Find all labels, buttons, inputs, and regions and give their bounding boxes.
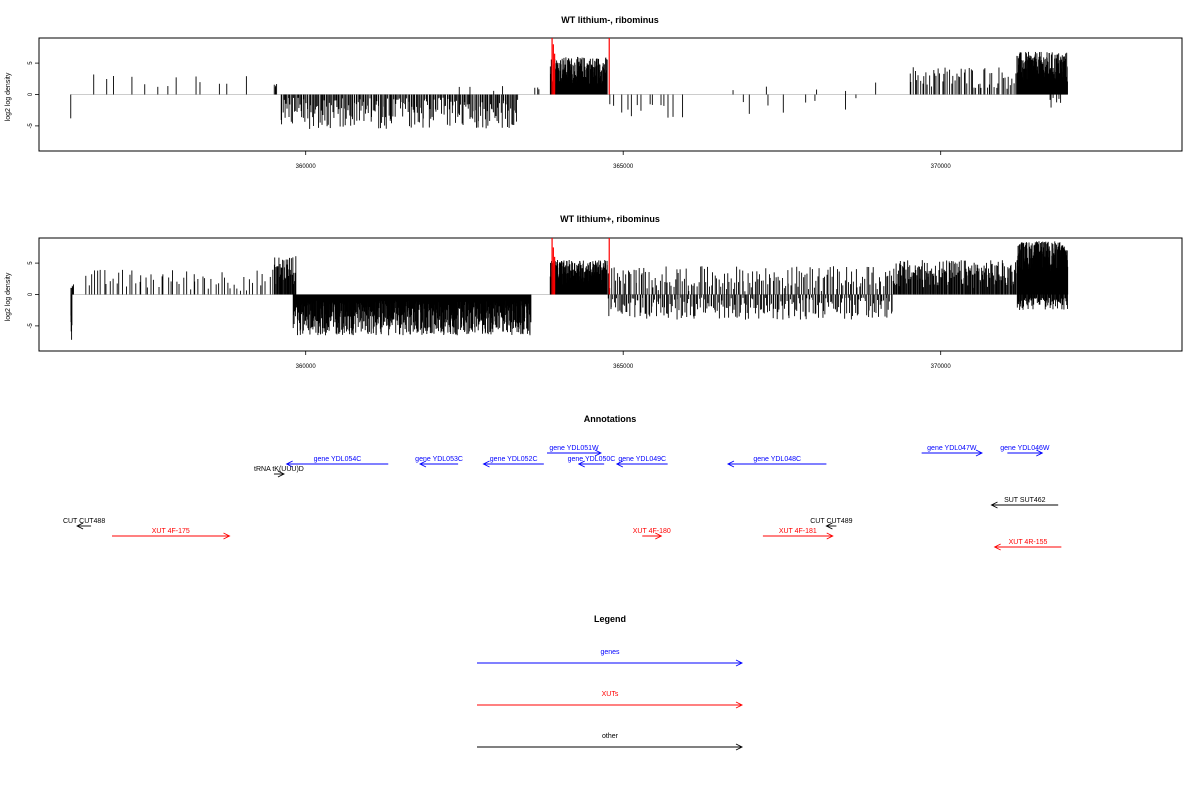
feature: XUT 4R-155 (993, 539, 1062, 551)
legend-arrow-head (735, 701, 744, 709)
feature-arrow-head (285, 460, 293, 468)
feature-label: XUT 4F-181 (779, 528, 817, 535)
x-tick-label: 365000 (613, 364, 634, 370)
axes-group: 360000 365000 370000 -5 0 5 (28, 61, 951, 170)
y-tick-label: -5 (28, 323, 34, 329)
feature: XUT 4F-175 (112, 528, 231, 540)
features-group: gene YDL054C gene YDL053C gene YDL052C gene… (63, 445, 1062, 551)
y-tick-label: 5 (28, 61, 34, 65)
bars-group (70, 38, 1068, 129)
feature-arrow-head (826, 532, 834, 540)
feature-arrow-head (993, 543, 1001, 551)
feature: SUT SUT462 (990, 497, 1059, 509)
feature: gene YDL050C (568, 456, 616, 468)
y-axis-label: log2 log density (5, 272, 12, 321)
feature: CUT CUT489 (810, 518, 853, 530)
panel-lithium-minus: WT lithium-, ribominus log2 log density … (5, 15, 1183, 170)
feature: XUT 4F-180 (633, 528, 671, 540)
chart-title: WT lithium+, ribominus (560, 214, 660, 224)
feature-label: SUT SUT462 (1004, 497, 1046, 504)
x-tick-label: 365000 (613, 164, 634, 170)
legend-label: genes (600, 649, 620, 656)
feature-arrow-head (975, 449, 983, 457)
feature-label: XUT 4F-180 (633, 528, 671, 535)
y-tick-label: -5 (28, 123, 34, 129)
legend-item: genes (477, 649, 744, 667)
feature-label: gene YDL050C (568, 456, 616, 463)
feature: gene YDL051W (547, 445, 602, 457)
legend-arrow-head (735, 743, 744, 751)
panel-lithium-plus: WT lithium+, ribominus log2 log density … (5, 214, 1183, 370)
feature: gene YDL046W (1000, 445, 1050, 457)
legend-items: genes XUTs other (477, 649, 744, 751)
x-tick-label: 370000 (931, 364, 952, 370)
feature-arrow-head (223, 532, 231, 540)
feature-arrow-head (825, 522, 833, 530)
legend-title: Legend (594, 614, 626, 624)
annotations-track: Annotations gene YDL054C gene YDL053C gene… (63, 414, 1062, 551)
feature-label: gene YDL053C (415, 456, 463, 463)
feature-arrow-head (990, 501, 998, 509)
feature: tRNA tK(UUU)D (254, 466, 304, 478)
legend-label: other (602, 733, 619, 740)
feature: XUT 4F-181 (762, 528, 834, 540)
chart-title: WT lithium-, ribominus (561, 15, 659, 25)
legend-label: XUTs (602, 691, 619, 698)
feature-label: gene YDL051W (549, 445, 599, 452)
feature: gene YDL047W (921, 445, 983, 457)
feature-label: gene YDL049C (618, 456, 666, 463)
feature-label: CUT CUT488 (63, 518, 105, 525)
feature-label: CUT CUT489 (810, 518, 852, 525)
feature: gene YDL054C (285, 456, 389, 468)
feature-arrow-head (76, 522, 84, 530)
y-tick-label: 0 (28, 92, 34, 96)
annotations-title: Annotations (584, 414, 637, 424)
feature-arrow-head (726, 460, 735, 468)
legend: Legend genes XUTs other (477, 614, 744, 751)
feature: gene YDL048C (726, 456, 827, 468)
legend-item: other (477, 733, 744, 751)
feature-label: XUT 4R-155 (1009, 539, 1048, 546)
feature-arrow-head (577, 460, 585, 468)
x-tick-label: 360000 (296, 164, 317, 170)
y-axis-label: log2 log density (5, 72, 12, 121)
feature-label: gene YDL052C (490, 456, 538, 463)
feature-arrow-head (277, 470, 285, 478)
feature: gene YDL052C (482, 456, 544, 468)
y-tick-label: 0 (28, 292, 34, 296)
feature: CUT CUT488 (63, 518, 105, 530)
bars-group (70, 238, 1069, 340)
feature-arrow-head (615, 460, 624, 468)
feature-label: XUT 4F-175 (152, 528, 190, 535)
feature: gene YDL053C (415, 456, 463, 468)
y-tick-label: 5 (28, 261, 34, 265)
legend-item: XUTs (477, 691, 744, 709)
legend-arrow-head (735, 659, 744, 667)
feature-label: gene YDL048C (753, 456, 801, 463)
feature-label: gene YDL054C (314, 456, 362, 463)
feature-arrow-head (655, 532, 663, 540)
feature-label: gene YDL046W (1000, 445, 1050, 452)
axes-group: 360000 365000 370000 -5 0 5 (28, 261, 951, 370)
feature-arrow-head (1036, 449, 1044, 457)
x-tick-label: 360000 (296, 364, 317, 370)
feature-arrow-head (482, 460, 490, 468)
feature: gene YDL049C (615, 456, 668, 468)
feature-arrow-head (418, 460, 427, 468)
feature-label: gene YDL047W (927, 445, 977, 452)
x-tick-label: 370000 (931, 164, 952, 170)
feature-label: tRNA tK(UUU)D (254, 466, 304, 473)
feature-arrow-head (594, 449, 602, 457)
